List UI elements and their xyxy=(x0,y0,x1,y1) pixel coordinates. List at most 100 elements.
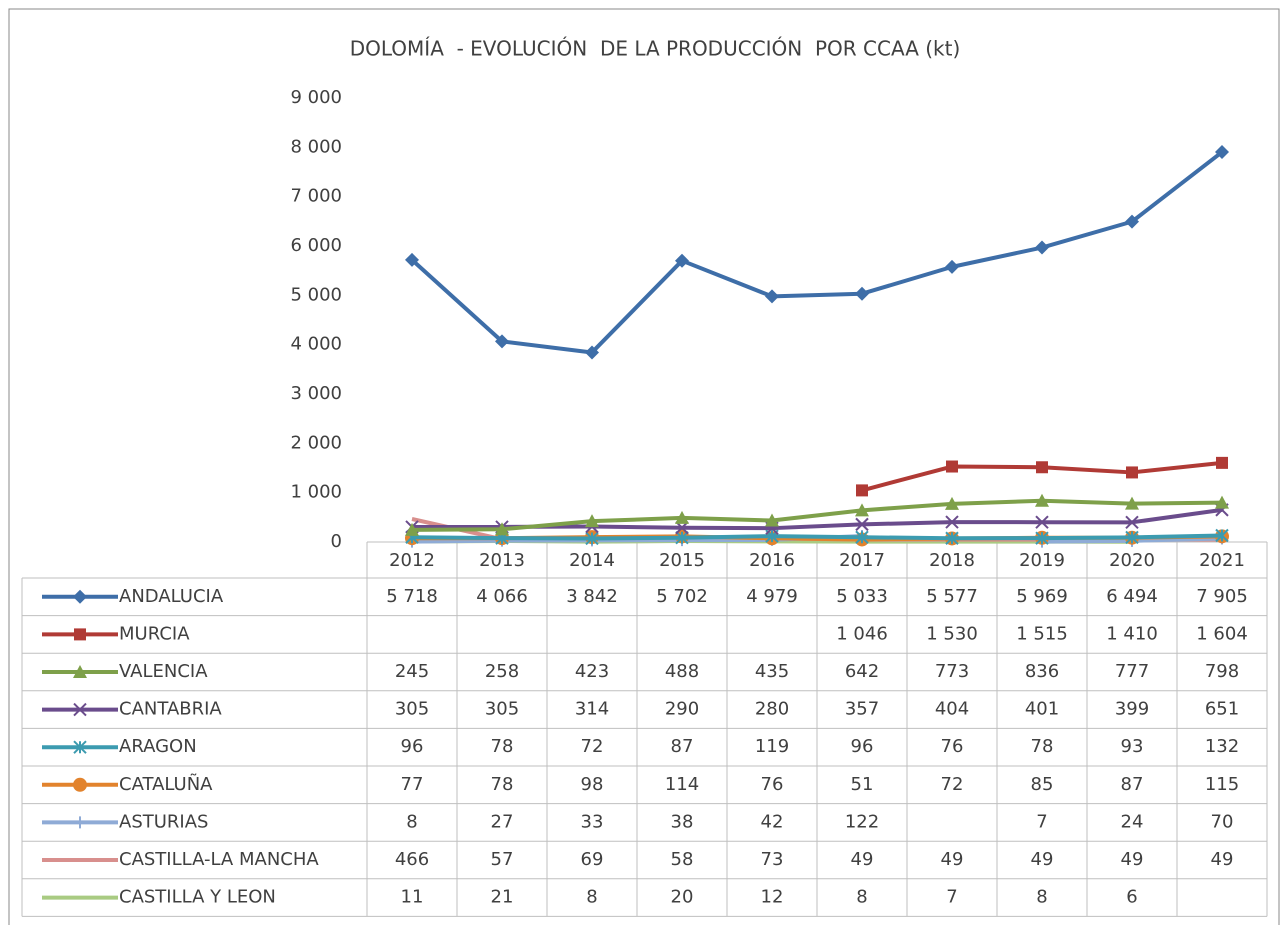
x-tick-label: 2015 xyxy=(659,550,705,571)
data-label: 87 xyxy=(671,736,694,757)
series-line xyxy=(410,150,1224,355)
data-label: 404 xyxy=(935,699,969,720)
legend-label: ARAGON xyxy=(119,736,197,757)
data-label: 49 xyxy=(851,849,874,870)
data-label: 6 xyxy=(1126,887,1137,908)
data-label: 72 xyxy=(941,774,964,795)
data-label: 7 905 xyxy=(1196,586,1248,607)
data-label: 114 xyxy=(665,774,699,795)
data-label: 651 xyxy=(1205,699,1239,720)
data-label: 1 046 xyxy=(836,623,888,644)
x-tick-label: 2014 xyxy=(569,550,615,571)
data-label: 5 033 xyxy=(836,586,888,607)
data-label: 798 xyxy=(1205,661,1239,682)
data-label: 3 842 xyxy=(566,586,618,607)
marker xyxy=(946,460,958,473)
data-label: 423 xyxy=(575,661,609,682)
data-label: 42 xyxy=(761,811,784,832)
y-tick-label: 3 000 xyxy=(290,383,342,404)
marker xyxy=(1215,495,1229,509)
data-label: 1 410 xyxy=(1106,623,1158,644)
marker xyxy=(1035,531,1049,545)
y-tick-label: 0 xyxy=(331,531,342,552)
data-label: 642 xyxy=(845,661,879,682)
data-label: 21 xyxy=(491,887,514,908)
marker xyxy=(1216,456,1228,469)
marker xyxy=(765,513,779,527)
marker xyxy=(856,484,868,497)
data-label: 49 xyxy=(941,849,964,870)
marker xyxy=(73,589,87,604)
marker xyxy=(945,496,959,510)
data-label: 78 xyxy=(1031,736,1054,757)
data-label: 49 xyxy=(1121,849,1144,870)
data-label: 290 xyxy=(665,699,699,720)
x-tick-label: 2018 xyxy=(929,550,975,571)
data-label: 76 xyxy=(761,774,784,795)
data-label: 58 xyxy=(671,849,694,870)
x-tick-label: 2016 xyxy=(749,550,795,571)
data-label: 5 702 xyxy=(656,586,708,607)
marker xyxy=(495,522,509,536)
marker xyxy=(73,665,87,678)
y-tick-label: 5 000 xyxy=(290,284,342,305)
data-label: 399 xyxy=(1115,699,1149,720)
data-label: 5 577 xyxy=(926,586,978,607)
data-label: 76 xyxy=(941,736,964,757)
legend-label: MURCIA xyxy=(119,623,190,644)
marker xyxy=(1125,214,1139,229)
data-label: 33 xyxy=(581,811,604,832)
marker xyxy=(405,522,419,536)
data-label: 777 xyxy=(1115,661,1149,682)
legend-label: CANTABRIA xyxy=(119,699,222,720)
data-label: 435 xyxy=(755,661,789,682)
x-tick-label: 2017 xyxy=(839,550,885,571)
marker xyxy=(73,702,87,717)
data-label: 132 xyxy=(1205,736,1239,757)
data-label: 24 xyxy=(1121,811,1144,832)
data-label: 49 xyxy=(1211,849,1234,870)
y-tick-label: 8 000 xyxy=(290,136,342,157)
y-tick-label: 4 000 xyxy=(290,334,342,355)
data-label: 27 xyxy=(491,811,514,832)
legend-label: CATALUÑA xyxy=(119,773,213,795)
data-label: 1 515 xyxy=(1016,623,1068,644)
marker xyxy=(74,628,86,641)
marker xyxy=(945,259,959,274)
marker xyxy=(1036,461,1048,474)
data-label: 57 xyxy=(491,849,514,870)
marker xyxy=(855,286,869,301)
marker xyxy=(1035,493,1049,507)
y-tick-label: 1 000 xyxy=(290,482,342,503)
series-line xyxy=(411,498,1223,532)
data-label: 11 xyxy=(401,887,424,908)
data-label: 488 xyxy=(665,661,699,682)
data-label: 12 xyxy=(761,887,784,908)
marker xyxy=(1215,528,1229,543)
marker xyxy=(855,517,869,532)
marker xyxy=(585,514,599,528)
x-tick-label: 2019 xyxy=(1019,550,1065,571)
data-label: 836 xyxy=(1025,661,1059,682)
data-label: 85 xyxy=(1031,774,1054,795)
data-label: 5 969 xyxy=(1016,586,1068,607)
data-label: 314 xyxy=(575,699,609,720)
data-label: 4 066 xyxy=(476,586,528,607)
marker xyxy=(495,334,509,349)
data-label: 38 xyxy=(671,811,694,832)
data-label: 115 xyxy=(1205,774,1239,795)
chart-title: DOLOMÍA - EVOLUCIÓN DE LA PRODUCCIÓN POR… xyxy=(350,37,961,61)
data-label: 96 xyxy=(851,736,874,757)
marker xyxy=(74,816,86,829)
data-label: 280 xyxy=(755,699,789,720)
data-label: 73 xyxy=(761,849,784,870)
data-label: 5 718 xyxy=(386,586,438,607)
marker xyxy=(1035,240,1049,255)
marker xyxy=(73,777,87,792)
data-label: 87 xyxy=(1121,774,1144,795)
data-label: 96 xyxy=(401,736,424,757)
data-label: 4 979 xyxy=(746,586,798,607)
x-tick-label: 2012 xyxy=(389,550,435,571)
data-label: 8 xyxy=(1036,887,1047,908)
